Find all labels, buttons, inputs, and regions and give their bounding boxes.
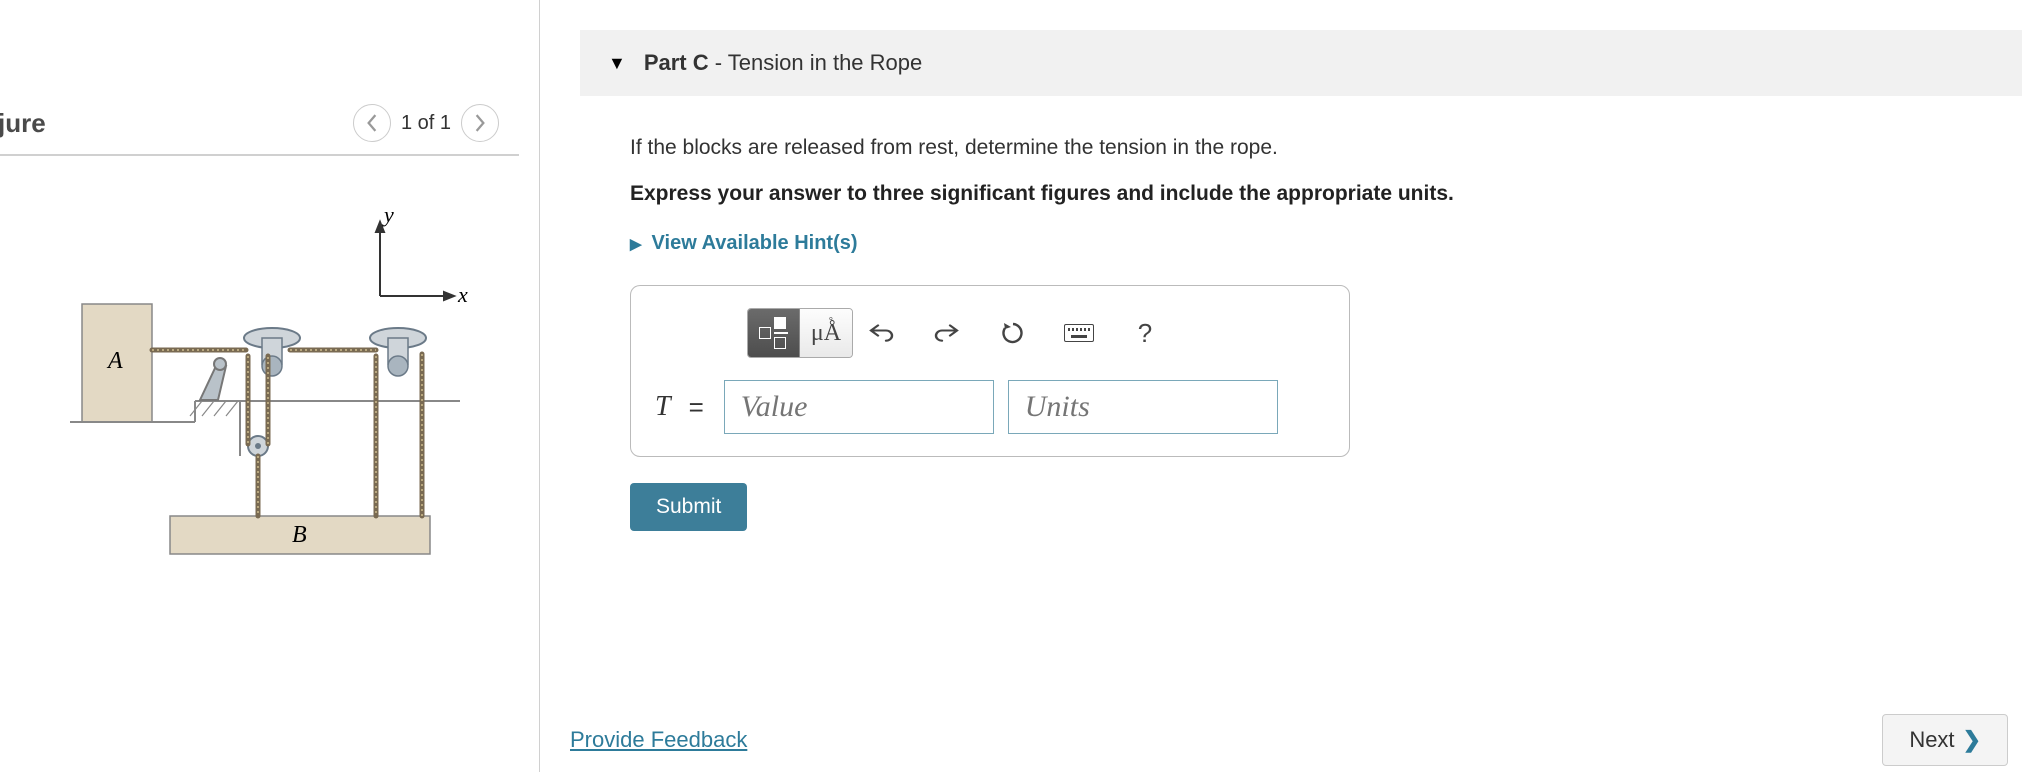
part-header[interactable]: ▼ Part C - Tension in the Rope <box>580 30 2022 96</box>
answer-box: μÅ° <box>630 285 1350 457</box>
figure-body: y x A <box>0 156 539 716</box>
figure-count: 1 of 1 <box>401 112 451 135</box>
axis-y-label: y <box>382 206 394 227</box>
redo-icon <box>934 322 960 344</box>
equals-sign: = <box>689 392 704 423</box>
figure-next-button[interactable] <box>461 104 499 142</box>
special-chars-icon: μÅ° <box>811 320 841 347</box>
caret-down-icon: ▼ <box>608 53 626 74</box>
figure-title: jure <box>0 18 46 139</box>
block-b-label: B <box>292 522 307 548</box>
templates-button[interactable] <box>748 309 800 357</box>
chevron-right-icon <box>474 114 486 132</box>
reset-button[interactable] <box>991 311 1035 355</box>
help-button[interactable]: ? <box>1123 311 1167 355</box>
figure-panel: jure 1 of 1 y x <box>0 0 540 772</box>
reset-icon <box>1000 320 1026 346</box>
answer-toolbar: μÅ° <box>747 308 1325 358</box>
answer-row: T = <box>655 380 1325 434</box>
footer-row: Provide Feedback Next ❯ <box>570 694 2008 766</box>
help-icon: ? <box>1138 318 1152 349</box>
hints-label: View Available Hint(s) <box>652 232 858 255</box>
pulley-left <box>248 436 268 456</box>
undo-icon <box>868 322 894 344</box>
keyboard-button[interactable] <box>1057 311 1101 355</box>
figure-nav: 1 of 1 <box>353 14 499 142</box>
next-label: Next <box>1909 727 1954 753</box>
provide-feedback-link[interactable]: Provide Feedback <box>570 727 747 753</box>
submit-button[interactable]: Submit <box>630 483 747 531</box>
fraction-template-icon <box>759 317 788 349</box>
answer-instructions: Express your answer to three significant… <box>630 182 1982 206</box>
block-a-label: A <box>106 348 123 374</box>
undo-button[interactable] <box>859 311 903 355</box>
figure-prev-button[interactable] <box>353 104 391 142</box>
figure-diagram: y x A <box>40 206 480 606</box>
units-input[interactable] <box>1008 380 1278 434</box>
axis-x-label: x <box>457 282 468 307</box>
caret-right-icon: ▶ <box>630 235 642 253</box>
variable-label: T <box>655 391 671 423</box>
question-panel: ▼ Part C - Tension in the Rope If the bl… <box>540 0 2022 772</box>
keyboard-icon <box>1064 324 1094 342</box>
special-chars-button[interactable]: μÅ° <box>800 309 852 357</box>
hints-toggle[interactable]: ▶ View Available Hint(s) <box>630 232 1982 255</box>
part-title: Part C - Tension in the Rope <box>644 50 922 76</box>
figure-header: jure 1 of 1 <box>0 0 519 156</box>
part-body: If the blocks are released from rest, de… <box>580 96 2022 531</box>
redo-button[interactable] <box>925 311 969 355</box>
chevron-left-icon <box>366 114 378 132</box>
value-input[interactable] <box>724 380 994 434</box>
next-button[interactable]: Next ❯ <box>1882 714 2008 766</box>
chevron-right-icon: ❯ <box>1963 727 1981 753</box>
question-prompt: If the blocks are released from rest, de… <box>630 136 1982 160</box>
